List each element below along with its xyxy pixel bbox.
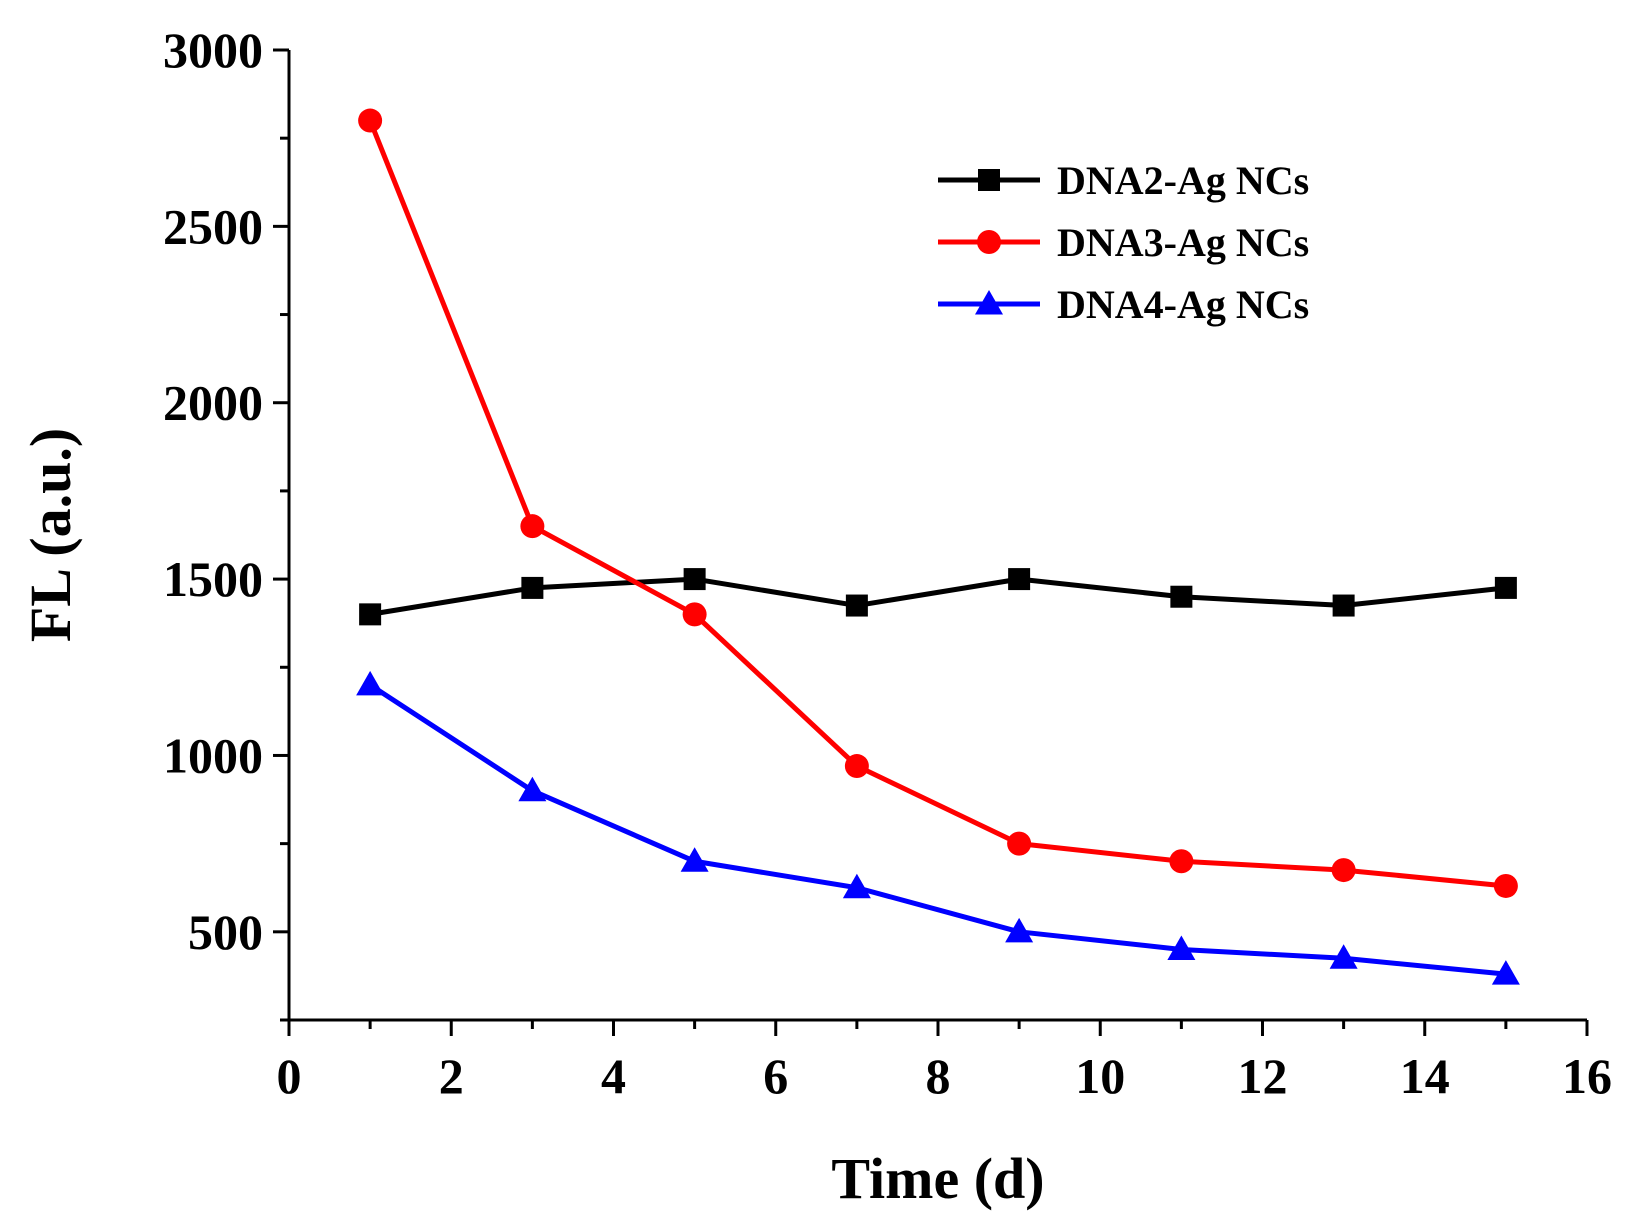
triangle-marker <box>975 290 1003 315</box>
square-marker <box>521 576 544 599</box>
y-tick-label: 2000 <box>163 375 263 431</box>
x-tick-label: 6 <box>763 1048 788 1104</box>
legend-item: DNA4-Ag NCs <box>938 282 1309 327</box>
legend-label: DNA3-Ag NCs <box>1057 220 1309 265</box>
y-tick-label: 3000 <box>163 22 263 78</box>
triangle-marker <box>842 873 871 899</box>
series-line <box>367 119 1507 889</box>
y-axis-title: FL (a.u.) <box>18 428 83 642</box>
square-marker <box>1008 568 1031 591</box>
square-marker <box>359 603 382 626</box>
circle-marker <box>1007 831 1032 856</box>
triangle-marker <box>518 776 547 802</box>
x-tick-label: 8 <box>926 1048 951 1104</box>
triangle-marker <box>680 847 709 872</box>
y-tick-label: 500 <box>188 904 263 960</box>
x-tick-label: 10 <box>1075 1048 1125 1104</box>
triangle-marker <box>1329 944 1358 969</box>
x-tick-label: 2 <box>439 1048 464 1104</box>
triangle-marker <box>356 670 385 696</box>
series-dna2-ag-ncs <box>359 568 1517 626</box>
square-marker <box>1170 585 1193 608</box>
square-marker <box>1332 594 1355 617</box>
square-marker <box>978 169 1000 191</box>
x-axis-title: Time (d) <box>831 1146 1044 1211</box>
triangle-marker <box>1005 917 1034 943</box>
y-tick-label: 1000 <box>163 727 263 783</box>
x-tick-label: 16 <box>1562 1048 1612 1104</box>
axes: 0 2 4 6 8 10 12 14 16 500 1000 1500 2000 2500 3000 <box>163 22 1612 1104</box>
circle-marker <box>520 514 545 539</box>
x-tick-label: 12 <box>1238 1048 1288 1104</box>
circle-marker <box>844 754 869 779</box>
x-tick-label: 4 <box>601 1048 626 1104</box>
legend-label: DNA2-Ag NCs <box>1057 158 1309 203</box>
triangle-marker <box>1167 935 1196 960</box>
legend-label: DNA4-Ag NCs <box>1057 282 1309 327</box>
legend-item: DNA2-Ag NCs <box>938 158 1309 203</box>
circle-marker <box>1493 873 1518 898</box>
series-line <box>368 682 1507 977</box>
circle-marker <box>358 108 383 133</box>
series-line <box>369 576 1507 617</box>
x-tick-label: 14 <box>1400 1048 1450 1104</box>
triangle-marker <box>1491 960 1520 985</box>
square-marker <box>845 594 868 617</box>
series-dna3-ag-ncs <box>358 108 1518 898</box>
y-tick-label: 2500 <box>163 198 263 254</box>
circle-marker <box>1331 858 1356 883</box>
legend: DNA2-Ag NCs DNA3-Ag NCs DNA4-Ag NCs <box>938 158 1309 327</box>
circle-marker <box>682 602 707 627</box>
legend-item: DNA3-Ag NCs <box>938 220 1309 265</box>
series-dna4-ag-ncs <box>356 670 1520 985</box>
x-tick-label: 0 <box>277 1048 302 1104</box>
square-marker <box>1494 576 1517 599</box>
circle-marker <box>1169 849 1194 874</box>
series-layer <box>356 108 1520 985</box>
circle-marker <box>977 230 1001 254</box>
square-marker <box>683 568 706 591</box>
y-tick-label: 1500 <box>163 551 263 607</box>
